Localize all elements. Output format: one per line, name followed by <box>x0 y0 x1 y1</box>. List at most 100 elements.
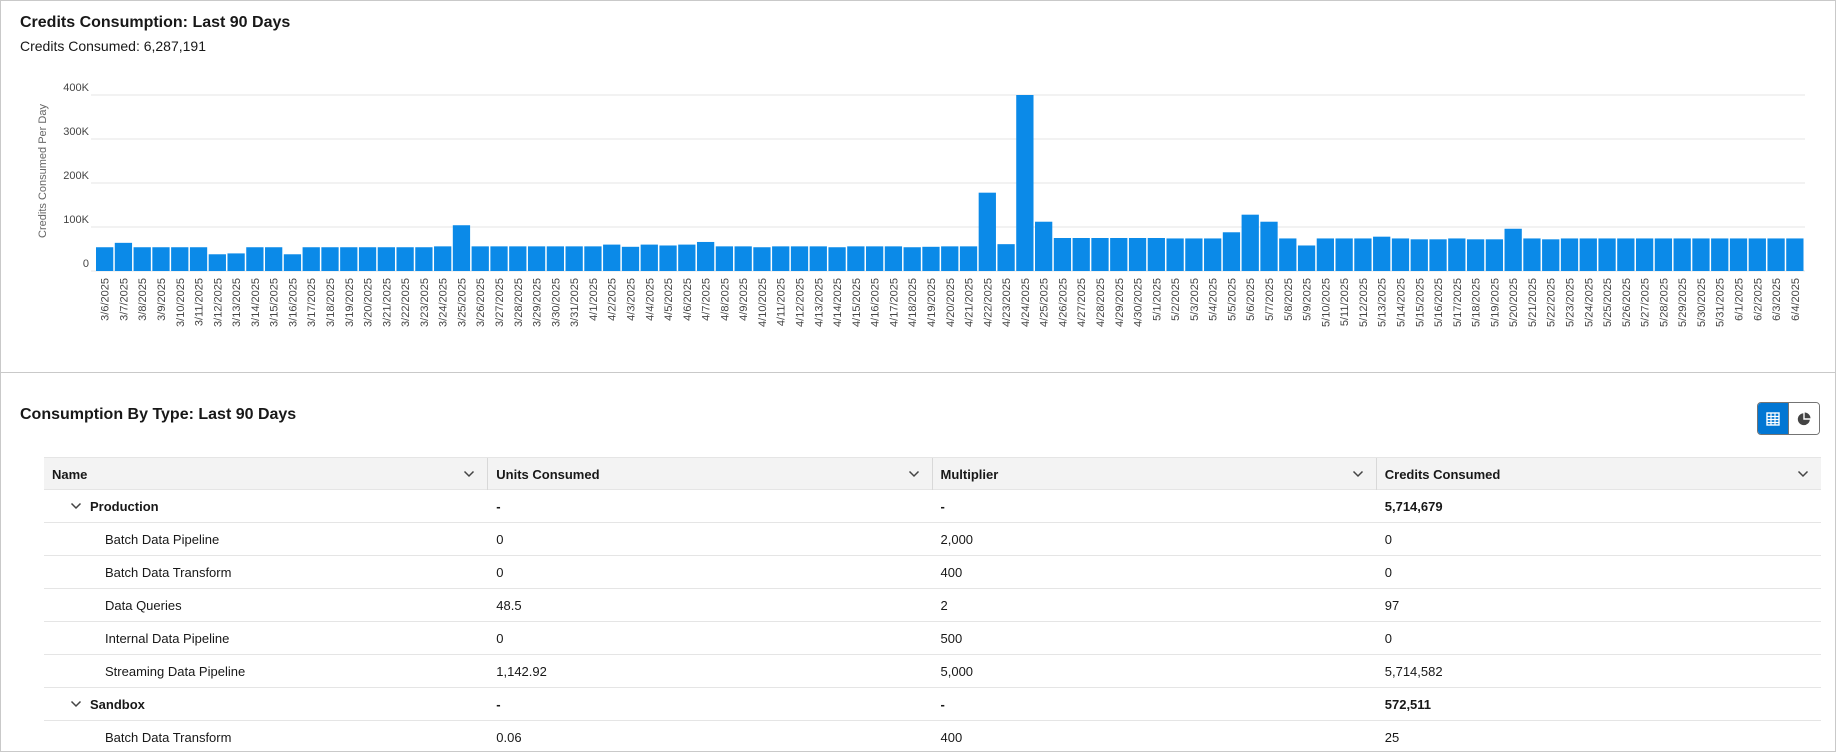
bar <box>978 192 996 271</box>
chevron-down-icon[interactable] <box>1795 466 1811 482</box>
x-tick-label: 4/1/2025 <box>588 278 600 321</box>
bar <box>1542 239 1560 271</box>
chevron-down-icon[interactable] <box>461 466 477 482</box>
bar <box>1335 238 1353 271</box>
multiplier-cell: - <box>940 696 945 712</box>
multiplier-cell: 400 <box>940 564 963 580</box>
pie-chart-view-button[interactable] <box>1788 403 1819 434</box>
bar <box>1598 238 1616 271</box>
bar <box>283 254 302 271</box>
bar <box>903 247 921 271</box>
x-tick-label: 3/30/2025 <box>550 278 562 327</box>
x-tick-label: 5/7/2025 <box>1264 278 1276 321</box>
x-tick-label: 5/9/2025 <box>1302 278 1314 321</box>
bar <box>189 247 208 271</box>
bar <box>1617 238 1635 271</box>
bar <box>678 244 696 271</box>
x-tick-label: 3/28/2025 <box>513 278 525 327</box>
group-row-production: Production - - 5,714,679 <box>44 490 1821 523</box>
x-tick-label: 4/8/2025 <box>719 278 731 321</box>
x-tick-label: 5/20/2025 <box>1508 278 1520 327</box>
table-view-button[interactable] <box>1758 403 1789 434</box>
x-tick-label: 4/4/2025 <box>644 278 656 321</box>
x-tick-label: 3/23/2025 <box>419 278 431 327</box>
bar <box>959 246 978 271</box>
column-header-multiplier[interactable]: Multiplier <box>933 458 1377 490</box>
units-cell: - <box>496 696 501 712</box>
x-tick-label: 5/31/2025 <box>1715 278 1727 327</box>
units-cell: 48.5 <box>496 597 522 613</box>
bar <box>621 246 640 271</box>
name-cell: Batch Data Transform <box>105 729 232 745</box>
x-tick-label: 5/10/2025 <box>1320 278 1332 327</box>
bar <box>415 247 433 271</box>
column-header-units-consumed[interactable]: Units Consumed <box>488 458 933 490</box>
bar <box>1767 238 1785 271</box>
x-tick-label: 4/6/2025 <box>682 278 694 321</box>
x-tick-label: 4/27/2025 <box>1076 278 1088 327</box>
view-toggle <box>1757 402 1820 435</box>
x-tick-label: 3/14/2025 <box>250 278 262 327</box>
x-tick-label: 4/15/2025 <box>851 278 863 327</box>
multiplier-cell: - <box>940 498 945 514</box>
bar <box>1128 238 1147 271</box>
bar <box>565 246 583 271</box>
x-tick-label: 5/14/2025 <box>1395 278 1407 327</box>
chevron-down-icon[interactable] <box>906 466 922 482</box>
chevron-down-icon[interactable] <box>68 696 84 712</box>
x-tick-label: 4/22/2025 <box>982 278 994 327</box>
column-header-label: Multiplier <box>940 466 999 482</box>
bar <box>828 247 846 271</box>
bar <box>1410 239 1428 271</box>
x-tick-label: 5/30/2025 <box>1696 278 1708 327</box>
credits-consumption-card: Credits Consumption: Last 90 Days Credit… <box>1 1 1835 373</box>
y-tick-label: 400K <box>63 82 89 94</box>
credits-summary-label: Credits Consumed: <box>20 38 144 54</box>
bar <box>1072 238 1090 271</box>
bar <box>997 244 1015 271</box>
table-row: Data Queries 48.5 2 97 <box>44 589 1821 622</box>
x-tick-label: 5/27/2025 <box>1640 278 1652 327</box>
x-tick-label: 4/28/2025 <box>1095 278 1107 327</box>
credits-card-title: Credits Consumption: Last 90 Days <box>20 14 291 31</box>
group-row-sandbox: Sandbox - - 572,511 <box>44 688 1821 721</box>
chevron-down-icon[interactable] <box>1350 466 1366 482</box>
chevron-down-icon[interactable] <box>68 498 84 514</box>
units-cell: 1,142.92 <box>496 663 547 679</box>
bar <box>546 246 565 271</box>
bar <box>696 241 715 271</box>
bar <box>96 247 114 271</box>
bar <box>265 247 283 271</box>
bar <box>1166 238 1184 271</box>
bar <box>133 247 151 271</box>
bar <box>1523 238 1541 271</box>
bar <box>1560 238 1579 271</box>
bar <box>302 247 320 271</box>
units-cell: 0.06 <box>496 729 522 745</box>
credits-cell: 0 <box>1384 630 1392 646</box>
x-tick-label: 4/26/2025 <box>1057 278 1069 327</box>
name-cell: Internal Data Pipeline <box>105 630 230 646</box>
bar <box>321 247 339 271</box>
x-tick-label: 5/15/2025 <box>1414 278 1426 327</box>
x-tick-label: 3/24/2025 <box>438 278 450 327</box>
table-row: Internal Data Pipeline 0 500 0 <box>44 622 1821 655</box>
bar <box>1147 238 1165 271</box>
column-header-name[interactable]: Name <box>44 458 489 490</box>
table-row: Batch Data Pipeline 0 2,000 0 <box>44 523 1821 556</box>
multiplier-cell: 500 <box>940 630 963 646</box>
consumption-table: Name Units Consumed Multiplier Credits C… <box>44 457 1821 752</box>
column-header-credits-consumed[interactable]: Credits Consumed <box>1377 458 1821 490</box>
x-tick-label: 5/12/2025 <box>1358 278 1370 327</box>
x-tick-label: 5/24/2025 <box>1583 278 1595 327</box>
x-tick-label: 5/6/2025 <box>1245 278 1257 321</box>
bar <box>790 246 809 271</box>
credits-cell: 572,511 <box>1384 696 1432 712</box>
bar <box>640 244 658 271</box>
x-tick-label: 6/2/2025 <box>1752 278 1764 321</box>
x-tick-label: 4/3/2025 <box>625 278 637 321</box>
x-tick-label: 5/11/2025 <box>1339 278 1351 326</box>
name-cell: Streaming Data Pipeline <box>105 663 246 679</box>
pie-chart-icon <box>1798 412 1811 425</box>
bar <box>1204 238 1222 271</box>
